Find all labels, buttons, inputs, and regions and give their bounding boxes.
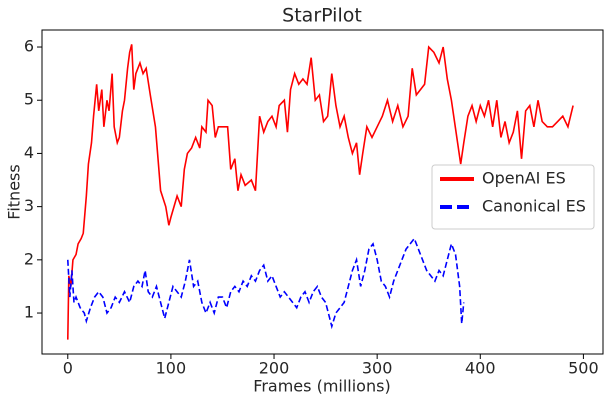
y-tick-label: 1 xyxy=(24,303,34,322)
x-tick-label: 100 xyxy=(156,359,187,378)
x-tick-label: 500 xyxy=(568,359,599,378)
y-tick-label: 6 xyxy=(24,37,34,56)
x-tick-label: 400 xyxy=(465,359,496,378)
plot-frame xyxy=(41,29,604,355)
y-axis-label: Fitness xyxy=(5,164,24,219)
series-line xyxy=(66,44,574,340)
chart-title: StarPilot xyxy=(282,5,362,27)
x-tick-label: 200 xyxy=(259,359,290,378)
legend-label: OpenAI ES xyxy=(482,169,566,188)
x-axis-label: Frames (millions) xyxy=(253,377,390,396)
y-tick-label: 2 xyxy=(24,249,34,268)
series-line xyxy=(66,236,465,330)
y-tick-label: 5 xyxy=(24,90,34,109)
x-tick-label: 0 xyxy=(63,359,73,378)
x-tick-label: 300 xyxy=(362,359,393,378)
legend-label: Canonical ES xyxy=(482,197,586,216)
y-tick-label: 3 xyxy=(24,196,34,215)
y-tick-label: 4 xyxy=(24,143,34,162)
